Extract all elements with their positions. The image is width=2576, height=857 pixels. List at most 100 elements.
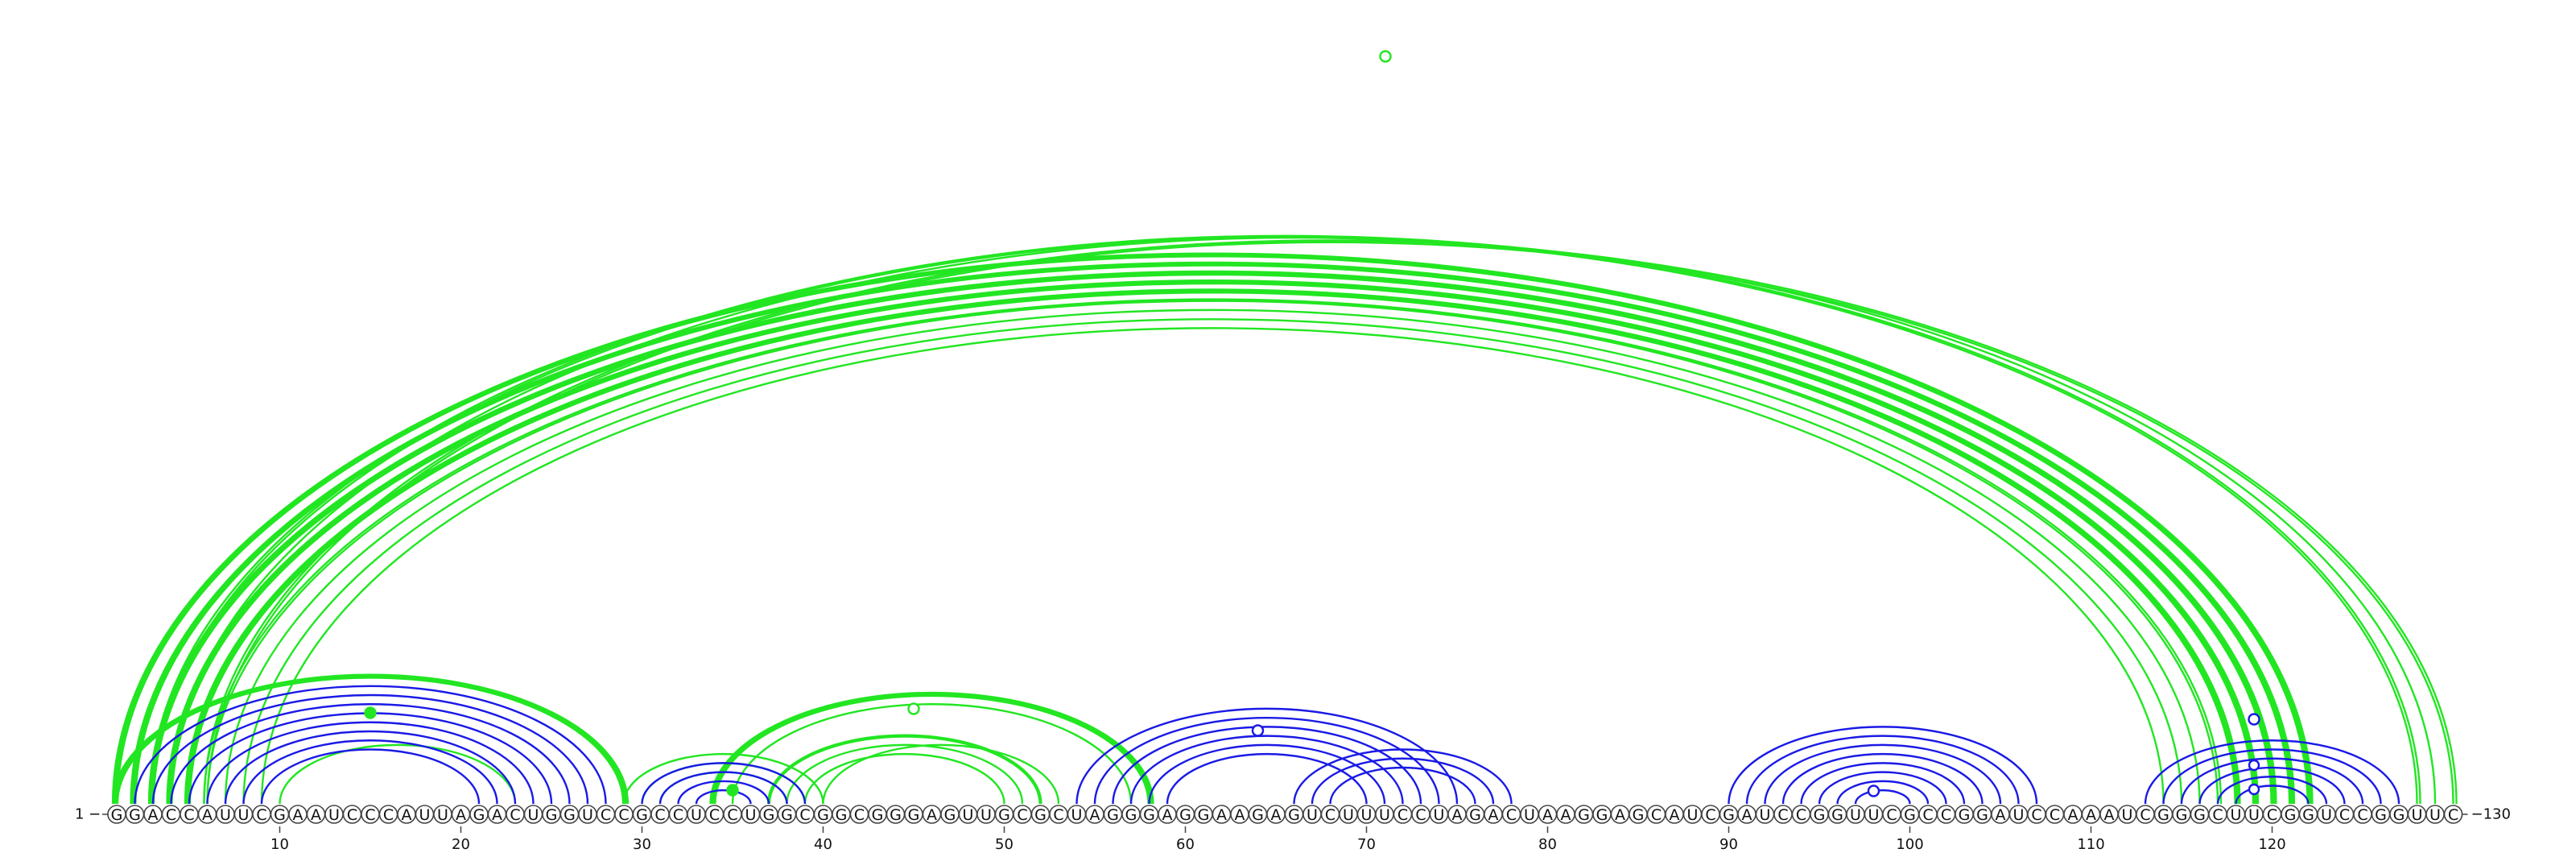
nucleotide-letter: U (745, 806, 757, 824)
pair-arc-green-7-116 (224, 308, 2201, 805)
nucleotide-letter: G (1723, 806, 1735, 824)
nucleotide-letter: A (1996, 806, 2006, 824)
nucleotide-73: C (1411, 805, 1430, 824)
nucleotide-76: G (1465, 805, 1485, 824)
nucleotide-90: G (1719, 805, 1739, 824)
nucleotide-21: G (469, 805, 489, 824)
nucleotide-49: U (976, 805, 996, 824)
nucleotide-letter: C (727, 806, 737, 824)
nucleotide-15: C (361, 805, 380, 824)
nucleotide-24: U (523, 805, 543, 824)
nucleotide-106: U (2008, 805, 2029, 824)
nucleotide-107: C (2027, 805, 2046, 824)
nucleotide-letter: G (2176, 806, 2188, 824)
nucleotide-68: C (1320, 805, 1340, 824)
nucleotide-letter: G (836, 806, 848, 824)
nucleotide-91: A (1737, 805, 1757, 824)
nucleotide-3: A (143, 805, 163, 824)
nucleotide-16: C (378, 805, 398, 824)
nucleotide-36: U (741, 805, 761, 824)
nucleotide-109: A (2063, 805, 2083, 824)
nucleotide-61: G (1194, 805, 1213, 824)
nucleotide-letter: G (2194, 806, 2206, 824)
nucleotide-115: G (2172, 805, 2191, 824)
nucleotide-8: U (233, 805, 254, 824)
nucleotide-letter: G (2375, 806, 2387, 824)
nucleotide-letter: G (1034, 806, 1046, 824)
pair-arc-blue-115-125 (2180, 757, 2364, 805)
nucleotide-letter: A (1452, 806, 1463, 824)
nucleotide-127: G (2389, 805, 2409, 824)
arc-marker-3 (907, 702, 920, 715)
tick-label-80: 80 (1538, 836, 1557, 853)
pair-arc-blue-118-122 (2235, 785, 2310, 805)
nucleotide-letter: G (564, 806, 576, 824)
nucleotide-86: C (1646, 805, 1666, 824)
nucleotide-111: A (2099, 805, 2119, 824)
nucleotide-30: G (632, 805, 652, 824)
tick-label-40: 40 (814, 836, 832, 853)
pair-arc-blue-67-77 (1311, 757, 1495, 805)
nucleotide-56: G (1103, 805, 1123, 824)
pair-arc-blue-54-75 (1075, 707, 1459, 805)
nucleotide-80: A (1538, 805, 1558, 824)
nucleotide-letter: A (1542, 806, 1553, 824)
nucleotide-letter: U (328, 806, 340, 824)
pair-arc-blue-68-76 (1329, 766, 1476, 805)
nucleotide-letter: G (1469, 806, 1481, 824)
pair-arc-blue-114-126 (2162, 748, 2382, 805)
nucleotide-letter: U (582, 806, 593, 824)
nucleotide-letter: C (256, 806, 266, 824)
nucleotide-letter: G (763, 806, 775, 824)
pair-arc-green-outer-2-121 (130, 261, 2296, 805)
nucleotide-letter: A (2068, 806, 2079, 824)
nucleotide-81: A (1556, 805, 1575, 824)
nucleotide-18: U (415, 805, 435, 824)
nucleotide-letter: C (2267, 806, 2277, 824)
nucleotide-1: G (107, 805, 126, 824)
nucleotide-79: U (1520, 805, 1539, 824)
nucleotide-88: U (1682, 805, 1703, 824)
nucleotide-12: A (306, 805, 326, 824)
nucleotide-letter: C (854, 806, 865, 824)
pair-arc-green-outer-3-128 (148, 234, 2421, 805)
tick-label-70: 70 (1357, 836, 1376, 853)
nucleotide-123: U (2317, 805, 2336, 824)
nucleotide-letter: G (1252, 806, 1264, 824)
nucleotide-letter: A (492, 806, 502, 824)
nucleotide-9: C (252, 805, 271, 824)
nucleotide-letter: C (347, 806, 357, 824)
nucleotide-120: C (2262, 805, 2282, 824)
nucleotide-letter: U (1343, 806, 1354, 824)
nucleotide-22: A (487, 805, 507, 824)
pair-arc-blue-55-74 (1093, 716, 1440, 805)
nucleotide-37: G (759, 805, 778, 824)
nucleotide-46: A (922, 805, 942, 824)
nucleotide-letter: A (456, 806, 466, 824)
nucleotide-71: U (1375, 805, 1394, 824)
pair-arc-green-outer-34-58 (709, 691, 1154, 805)
nucleotide-27: U (578, 805, 597, 824)
nucleotide-letter: G (1143, 806, 1155, 824)
nucleotide-38: G (777, 805, 797, 824)
nucleotide-72: C (1393, 805, 1413, 824)
tick-label-120: 120 (2258, 836, 2285, 853)
nucleotide-letter: C (1053, 806, 1063, 824)
nucleotide-letter: G (1288, 806, 1300, 824)
nucleotide-62: A (1212, 805, 1232, 824)
nucleotide-letter: G (1831, 806, 1843, 824)
pair-arc-blue-32-37 (677, 780, 770, 805)
pair-arc-blue-6-24 (206, 721, 535, 805)
nucleotide-28: C (596, 805, 616, 824)
nucleotide-126: G (2371, 805, 2391, 824)
pair-arc-blue-31-38 (658, 771, 788, 805)
nucleotide-10: G (270, 805, 290, 824)
nucleotide-letter: U (963, 806, 974, 824)
nucleotide-54: U (1067, 805, 1087, 824)
nucleotide-51: C (1013, 805, 1032, 824)
nucleotide-letter: U (419, 806, 431, 824)
nucleotide-letter: U (1307, 806, 1318, 824)
nucleotide-letter: G (1633, 806, 1645, 824)
nucleotide-63: A (1230, 805, 1249, 824)
